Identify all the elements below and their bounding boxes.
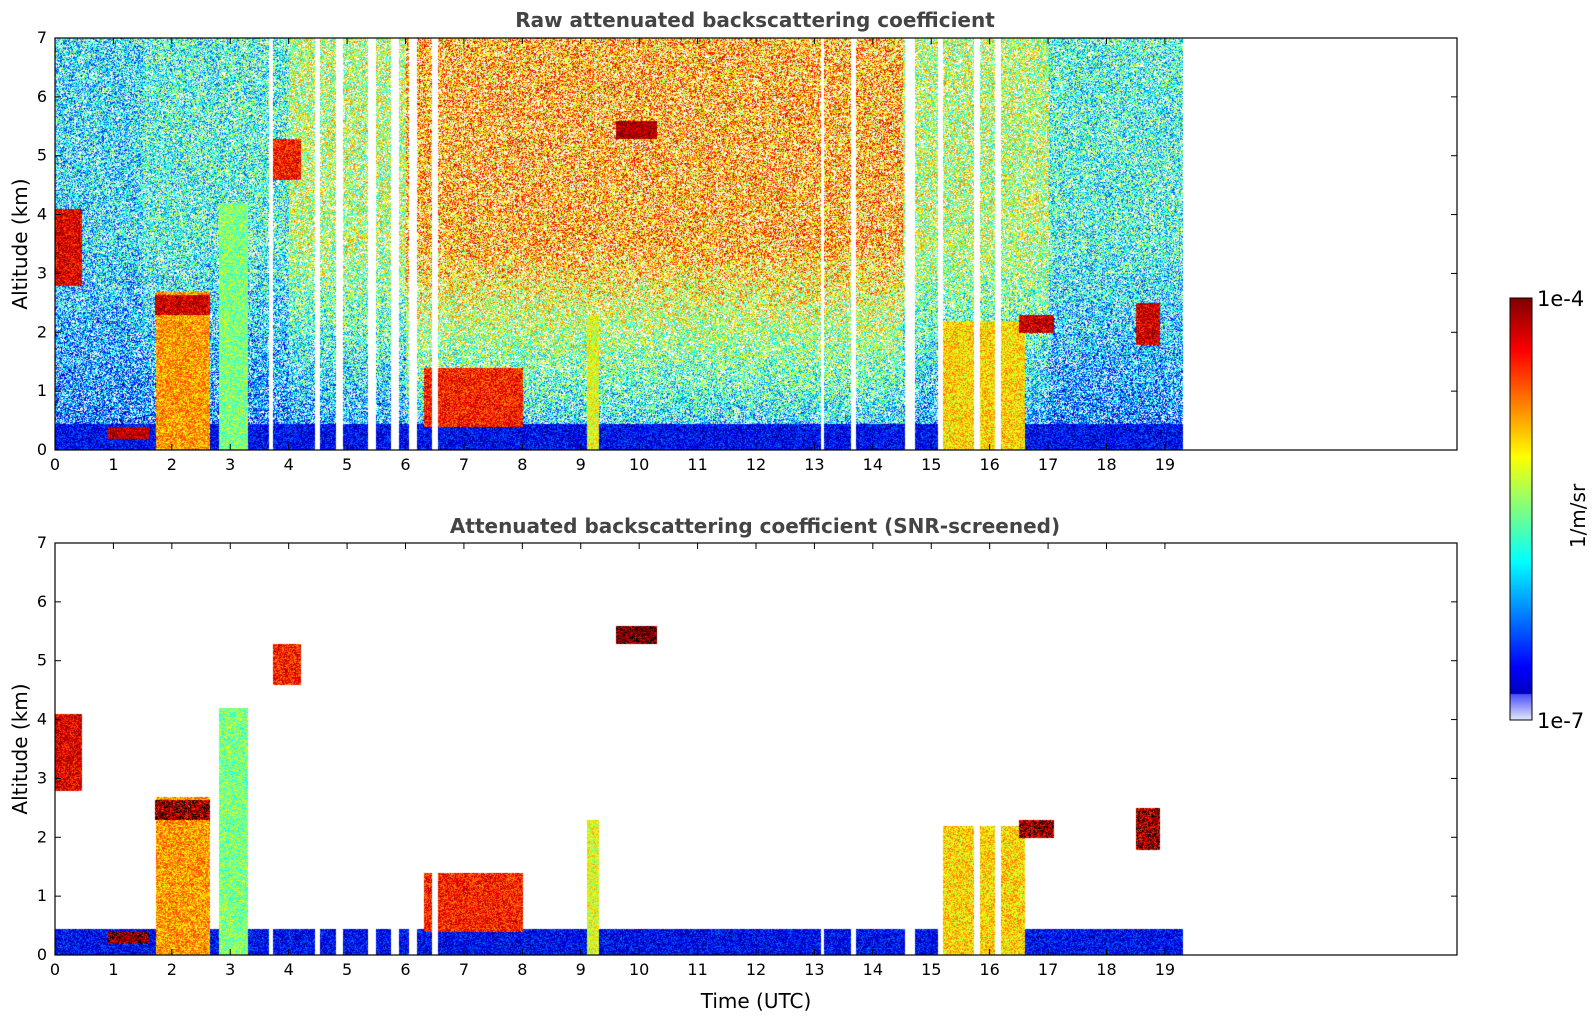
y-axis: 0 1 2 3 4 5 6 7	[37, 533, 1457, 964]
x-tick-label: 11	[687, 960, 707, 979]
y-tick-label: 5	[37, 651, 47, 670]
x-tick-label: 1	[108, 455, 118, 474]
x-tick-label: 8	[517, 455, 527, 474]
y-tick-label: 5	[37, 146, 47, 165]
x-tick-label: 11	[687, 455, 707, 474]
colorbar-label: 1/m/sr	[1566, 483, 1590, 548]
x-tick-label: 14	[863, 960, 883, 979]
y-axis: 0 1 2 3 4 5 6 7	[37, 28, 1457, 459]
y-tick-label: 3	[37, 263, 47, 282]
x-tick-label: 2	[167, 455, 177, 474]
x-tick-label: 12	[746, 455, 766, 474]
heatmap-raw	[55, 38, 1457, 450]
x-tick-label: 19	[1155, 960, 1175, 979]
x-tick-label: 18	[1096, 960, 1116, 979]
x-axis-label: Time (UTC)	[700, 989, 812, 1013]
x-tick-label: 12	[746, 960, 766, 979]
colorbar-max-label: 1e-4	[1537, 287, 1584, 311]
y-tick-label: 4	[37, 710, 47, 729]
x-tick-label: 14	[863, 455, 883, 474]
x-tick-label: 13	[804, 960, 824, 979]
panel-raw: Raw attenuated backscattering coefficien…	[8, 8, 1458, 474]
x-tick-label: 16	[979, 960, 999, 979]
y-tick-label: 6	[37, 592, 47, 611]
x-tick-label: 5	[342, 455, 352, 474]
x-tick-label: 1	[108, 960, 118, 979]
x-axis: 0 1 2 3 4 5 6 7 8 9 10 11 12 13 14 15 16 17 18 19	[50, 38, 1175, 474]
y-tick-label: 4	[37, 205, 47, 224]
colorbar: 1e-4 1e-7 1/m/sr	[1509, 287, 1590, 733]
x-tick-label: 6	[400, 960, 410, 979]
x-tick-label: 6	[400, 455, 410, 474]
x-tick-label: 18	[1096, 455, 1116, 474]
colorbar-frame	[1509, 297, 1533, 721]
y-tick-label: 6	[37, 87, 47, 106]
x-tick-label: 17	[1038, 455, 1058, 474]
x-tick-label: 9	[576, 960, 586, 979]
chart-title: Attenuated backscattering coefficient (S…	[450, 514, 1060, 538]
y-tick-label: 7	[37, 28, 47, 47]
colorbar-min-label: 1e-7	[1537, 709, 1584, 733]
x-tick-label: 9	[576, 455, 586, 474]
x-tick-label: 8	[517, 960, 527, 979]
x-tick-label: 10	[629, 960, 649, 979]
x-tick-label: 4	[284, 455, 294, 474]
x-tick-label: 13	[804, 455, 824, 474]
colorbar-gradient	[1510, 298, 1532, 720]
x-tick-label: 3	[225, 455, 235, 474]
x-axis: 0 1 2 3 4 5 6 7 8 9 10 11 12 13 14 15 16 17 18 19	[50, 543, 1175, 979]
x-tick-label: 5	[342, 960, 352, 979]
x-tick-label: 17	[1038, 960, 1058, 979]
chart-title: Raw attenuated backscattering coefficien…	[515, 8, 995, 32]
x-tick-label: 3	[225, 960, 235, 979]
y-tick-label: 3	[37, 768, 47, 787]
x-tick-label: 16	[979, 455, 999, 474]
y-axis-label: Altitude (km)	[8, 178, 32, 309]
y-tick-label: 1	[37, 381, 47, 400]
x-tick-label: 0	[50, 455, 60, 474]
x-tick-label: 19	[1155, 455, 1175, 474]
y-tick-label: 2	[37, 827, 47, 846]
y-tick-label: 1	[37, 886, 47, 905]
y-tick-label: 0	[37, 945, 47, 964]
heatmap-snr-screened	[55, 543, 1457, 955]
x-tick-label: 15	[921, 455, 941, 474]
x-tick-label: 4	[284, 960, 294, 979]
x-tick-label: 0	[50, 960, 60, 979]
x-tick-label: 7	[459, 960, 469, 979]
y-tick-label: 2	[37, 322, 47, 341]
x-tick-label: 7	[459, 455, 469, 474]
x-tick-label: 15	[921, 960, 941, 979]
x-tick-label: 2	[167, 960, 177, 979]
x-tick-label: 10	[629, 455, 649, 474]
y-tick-label: 0	[37, 440, 47, 459]
y-tick-label: 7	[37, 533, 47, 552]
panel-snr-screened: Attenuated backscattering coefficient (S…	[8, 514, 1458, 1013]
y-axis-label: Altitude (km)	[8, 683, 32, 814]
